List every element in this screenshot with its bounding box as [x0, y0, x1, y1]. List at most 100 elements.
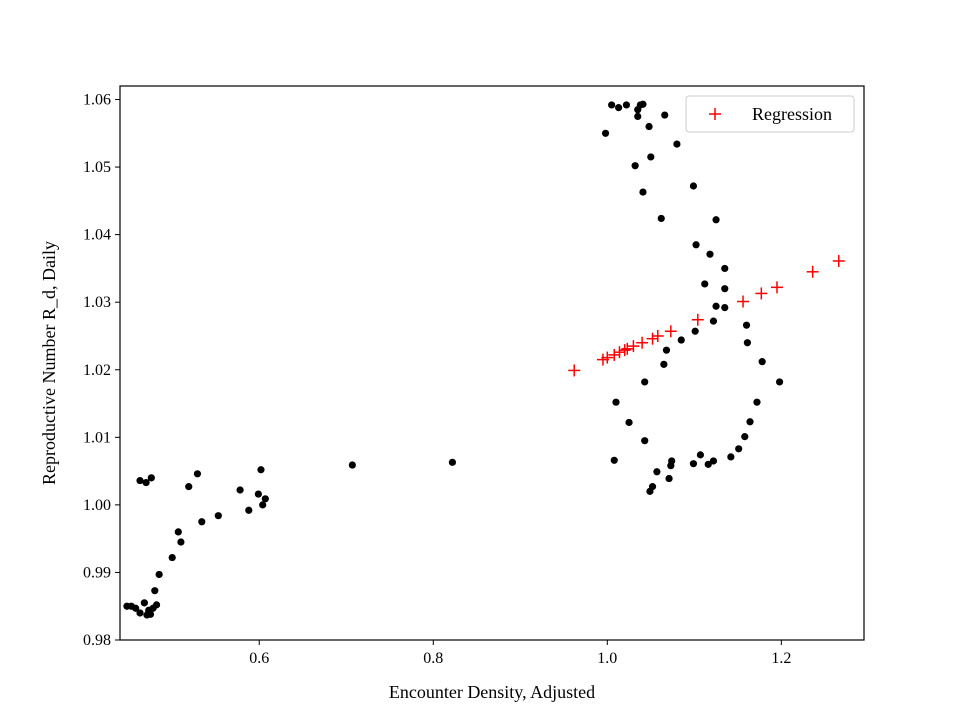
data-point: [647, 153, 655, 161]
y-tick-label: 1.06: [83, 92, 111, 109]
regression-point: [770, 281, 783, 294]
data-point: [704, 460, 712, 468]
regression-point: [608, 348, 621, 361]
y-tick-label: 1.01: [83, 429, 111, 446]
data-point: [177, 538, 185, 546]
regression-point: [664, 325, 677, 338]
data-point: [665, 474, 673, 483]
data-point: [140, 599, 148, 607]
data-point: [758, 358, 766, 366]
data-point: [348, 461, 356, 469]
regression-point: [618, 344, 631, 357]
data-point: [721, 264, 729, 273]
data-point: [631, 162, 639, 170]
data-point: [634, 112, 642, 121]
data-point: [639, 188, 647, 196]
data-point: [661, 111, 669, 119]
regression-point: [646, 332, 659, 345]
data-point: [245, 506, 253, 514]
data-point: [701, 280, 709, 288]
data-point: [709, 317, 718, 325]
data-point: [168, 553, 176, 562]
data-point: [155, 570, 163, 579]
data-point: [689, 460, 698, 468]
data-point: [615, 104, 623, 112]
data-point: [639, 100, 647, 108]
data-point: [677, 336, 685, 344]
data-point: [662, 346, 671, 354]
data-point: [625, 418, 633, 427]
regression-point: [613, 346, 626, 359]
y-tick-label: 1.02: [83, 362, 111, 379]
data-point: [198, 518, 206, 526]
x-axis-ticks: 0.6 0.8 1.0 1.2: [249, 640, 791, 667]
data-point: [735, 445, 743, 453]
data-point: [646, 487, 654, 495]
data-point: [753, 398, 761, 406]
data-point: [712, 216, 720, 224]
regression-point: [636, 336, 649, 349]
data-point: [142, 478, 150, 487]
y-tick-label: 1.04: [83, 227, 111, 244]
data-point: [147, 474, 155, 482]
data-point: [622, 101, 631, 109]
data-point: [254, 490, 262, 498]
data-point: [689, 182, 698, 190]
data-point: [259, 501, 267, 509]
data-point: [645, 122, 653, 131]
data-point: [136, 609, 144, 617]
data-point: [721, 304, 729, 312]
regression-point: [832, 254, 845, 267]
data-point: [132, 604, 140, 612]
data-point: [641, 437, 649, 445]
regression-point: [806, 265, 819, 278]
y-axis-ticks: 0.98 0.99 1.00 1.01 1.02 1.03 1.04 1.05 1.06: [83, 92, 120, 649]
data-point: [746, 418, 754, 426]
data-point: [741, 433, 749, 441]
regression-point: [691, 313, 704, 326]
x-axis-label: Encounter Density, Adjusted: [389, 682, 595, 702]
legend-label-regression: Regression: [752, 104, 832, 124]
data-point: [608, 101, 616, 109]
data-point: [742, 321, 751, 329]
data-point: [692, 241, 700, 249]
y-tick-label: 1.05: [83, 159, 111, 176]
x-tick-label: 0.8: [423, 650, 443, 667]
data-point: [712, 302, 720, 310]
regression-point: [627, 340, 640, 353]
data-point: [448, 458, 457, 466]
x-tick-label: 0.6: [249, 650, 269, 667]
data-point: [691, 327, 699, 335]
legend-marker: [709, 108, 721, 120]
data-point: [696, 451, 705, 459]
data-point: [236, 486, 244, 494]
data-point: [136, 476, 144, 485]
regression-point: [621, 342, 634, 355]
y-tick-label: 1.03: [83, 294, 111, 311]
data-point: [743, 339, 751, 347]
data-point: [185, 483, 193, 491]
legend-box: [685, 95, 855, 133]
data-point: [601, 129, 610, 137]
data-point: [193, 470, 202, 478]
data-point: [673, 140, 681, 148]
data-point: [612, 398, 620, 406]
data-point: [709, 457, 718, 465]
data-point: [152, 601, 161, 609]
x-tick-label: 1.2: [771, 650, 791, 667]
data-point: [214, 512, 222, 520]
regression-point: [737, 295, 750, 308]
y-tick-label: 1.00: [83, 497, 111, 514]
legend-marker-plus: [709, 108, 721, 120]
data-point: [727, 453, 735, 461]
y-tick-label: 0.99: [83, 564, 111, 581]
data-point: [721, 285, 729, 293]
data-point: [653, 468, 661, 476]
data-point: [706, 250, 714, 258]
plot-frame: [119, 85, 865, 641]
data-point: [610, 456, 618, 464]
y-tick-label: 0.98: [83, 632, 111, 649]
regression-point: [601, 351, 614, 364]
data-point: [668, 457, 676, 465]
